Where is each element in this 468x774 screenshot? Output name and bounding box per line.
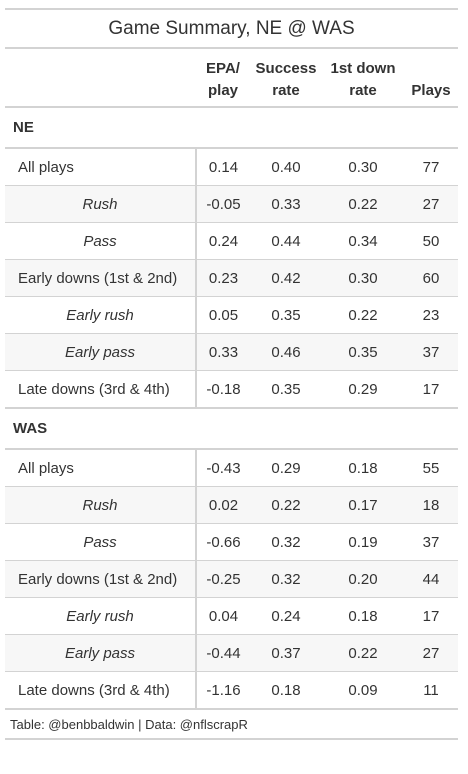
epa-cell: 0.05 <box>196 296 250 334</box>
table-row: Rush -0.05 0.33 0.22 27 <box>5 185 458 223</box>
row-label: Pass <box>5 523 197 561</box>
plays-cell: 17 <box>404 370 458 409</box>
table-body: NE All plays 0.14 0.40 0.30 77 Rush -0.05 0.33 0.… <box>5 107 458 710</box>
plays-cell: 11 <box>404 671 458 710</box>
table-row: All plays 0.14 0.40 0.30 77 <box>5 148 458 186</box>
table-row: Early downs (1st & 2nd) 0.23 0.42 0.30 60 <box>5 259 458 297</box>
table-row: Early pass 0.33 0.46 0.35 37 <box>5 333 458 371</box>
epa-cell: 0.24 <box>196 222 250 260</box>
first-down-rate-cell: 0.18 <box>322 597 404 635</box>
summary-table: EPA/play Success rate 1st down rate Plays … <box>5 49 458 710</box>
first-down-rate-cell: 0.19 <box>322 523 404 561</box>
success-rate-cell: 0.35 <box>250 370 322 409</box>
row-label: Early downs (1st & 2nd) <box>5 259 197 297</box>
table-row: Rush 0.02 0.22 0.17 18 <box>5 486 458 524</box>
success-rate-cell: 0.40 <box>250 148 322 186</box>
first-down-rate-cell: 0.18 <box>322 449 404 487</box>
row-label: All plays <box>5 449 197 487</box>
group-label: WAS <box>5 408 458 450</box>
plays-cell: 50 <box>404 222 458 260</box>
first-down-rate-cell: 0.34 <box>322 222 404 260</box>
group-row: WAS <box>5 408 458 450</box>
epa-cell: -0.05 <box>196 185 250 223</box>
table-row: Early pass -0.44 0.37 0.22 27 <box>5 634 458 672</box>
first-down-rate-cell: 0.20 <box>322 560 404 598</box>
epa-cell: -0.43 <box>196 449 250 487</box>
plays-cell: 77 <box>404 148 458 186</box>
row-label: Pass <box>5 222 197 260</box>
row-label: Early downs (1st & 2nd) <box>5 560 197 598</box>
epa-cell: 0.33 <box>196 333 250 371</box>
header-row: EPA/play Success rate 1st down rate Plays <box>5 49 458 107</box>
success-rate-cell: 0.33 <box>250 185 322 223</box>
first-down-rate-cell: 0.35 <box>322 333 404 371</box>
success-rate-cell: 0.32 <box>250 523 322 561</box>
success-rate-cell: 0.24 <box>250 597 322 635</box>
table-row: Early rush 0.05 0.35 0.22 23 <box>5 296 458 334</box>
success-rate-cell: 0.44 <box>250 222 322 260</box>
epa-cell: 0.04 <box>196 597 250 635</box>
source-note: Table: @benbbaldwin | Data: @nflscrapR <box>5 710 458 740</box>
table-row: All plays -0.43 0.29 0.18 55 <box>5 449 458 487</box>
plays-cell: 44 <box>404 560 458 598</box>
plays-cell: 23 <box>404 296 458 334</box>
group-label: NE <box>5 107 458 149</box>
row-label: Early pass <box>5 634 197 672</box>
table-row: Pass 0.24 0.44 0.34 50 <box>5 222 458 260</box>
plays-cell: 60 <box>404 259 458 297</box>
row-label: Early pass <box>5 333 197 371</box>
row-label: Rush <box>5 486 197 524</box>
row-label: Early rush <box>5 296 197 334</box>
col-header-plays: Plays <box>411 82 451 99</box>
epa-cell: -0.66 <box>196 523 250 561</box>
table-title: Game Summary, NE @ WAS <box>5 8 458 49</box>
plays-cell: 37 <box>404 333 458 371</box>
table-row: Early downs (1st & 2nd) -0.25 0.32 0.20 44 <box>5 560 458 598</box>
first-down-rate-cell: 0.17 <box>322 486 404 524</box>
plays-cell: 18 <box>404 486 458 524</box>
success-rate-cell: 0.18 <box>250 671 322 710</box>
summary-table-card: Game Summary, NE @ WAS EPA/play Success r… <box>5 8 458 740</box>
first-down-rate-cell: 0.22 <box>322 296 404 334</box>
plays-cell: 37 <box>404 523 458 561</box>
col-header-epa: EPA/play <box>206 60 240 99</box>
row-label: All plays <box>5 148 197 186</box>
success-rate-cell: 0.46 <box>250 333 322 371</box>
first-down-rate-cell: 0.30 <box>322 259 404 297</box>
col-header-label <box>5 49 196 107</box>
table-row: Late downs (3rd & 4th) -1.16 0.18 0.09 11 <box>5 671 458 710</box>
plays-cell: 55 <box>404 449 458 487</box>
first-down-rate-cell: 0.09 <box>322 671 404 710</box>
table-row: Pass -0.66 0.32 0.19 37 <box>5 523 458 561</box>
epa-cell: 0.02 <box>196 486 250 524</box>
plays-cell: 17 <box>404 597 458 635</box>
row-label: Early rush <box>5 597 197 635</box>
table-row: Late downs (3rd & 4th) -0.18 0.35 0.29 17 <box>5 370 458 409</box>
group-row: NE <box>5 107 458 149</box>
success-rate-cell: 0.32 <box>250 560 322 598</box>
plays-cell: 27 <box>404 185 458 223</box>
col-header-success-rate: Success rate <box>255 60 317 99</box>
table-row: Early rush 0.04 0.24 0.18 17 <box>5 597 458 635</box>
epa-cell: 0.23 <box>196 259 250 297</box>
row-label: Rush <box>5 185 197 223</box>
first-down-rate-cell: 0.30 <box>322 148 404 186</box>
epa-cell: -0.18 <box>196 370 250 409</box>
epa-cell: -0.44 <box>196 634 250 672</box>
success-rate-cell: 0.22 <box>250 486 322 524</box>
success-rate-cell: 0.42 <box>250 259 322 297</box>
success-rate-cell: 0.35 <box>250 296 322 334</box>
epa-cell: 0.14 <box>196 148 250 186</box>
first-down-rate-cell: 0.29 <box>322 370 404 409</box>
first-down-rate-cell: 0.22 <box>322 634 404 672</box>
first-down-rate-cell: 0.22 <box>322 185 404 223</box>
plays-cell: 27 <box>404 634 458 672</box>
success-rate-cell: 0.29 <box>250 449 322 487</box>
row-label: Late downs (3rd & 4th) <box>5 671 197 710</box>
row-label: Late downs (3rd & 4th) <box>5 370 197 409</box>
epa-cell: -1.16 <box>196 671 250 710</box>
success-rate-cell: 0.37 <box>250 634 322 672</box>
col-header-first-down-rate: 1st down rate <box>330 60 396 99</box>
epa-cell: -0.25 <box>196 560 250 598</box>
